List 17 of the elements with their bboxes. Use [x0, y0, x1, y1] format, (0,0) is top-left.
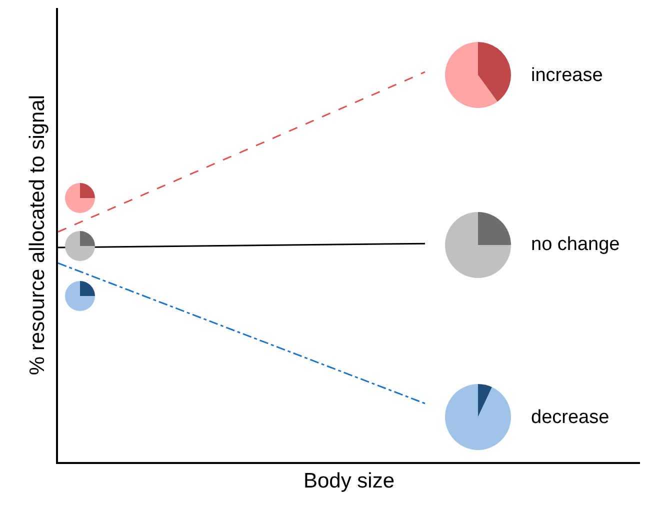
text: decrease — [531, 407, 610, 428]
pie-slice — [478, 384, 492, 417]
text: increase — [531, 65, 603, 86]
pie-slice — [80, 183, 95, 198]
pie-slice — [65, 231, 95, 261]
x-axis-title: Body size — [303, 469, 395, 492]
pie-slice — [65, 183, 95, 213]
pie-slice — [445, 42, 498, 108]
pie-slice — [478, 212, 511, 245]
pie-slice — [445, 384, 511, 450]
pie-slice — [478, 42, 511, 102]
pie-slice — [65, 281, 95, 311]
pie-slice — [80, 231, 95, 246]
y-axis-title: % resource allocated to signal — [26, 94, 49, 376]
pie-slice — [445, 212, 511, 278]
pie-slice — [80, 281, 95, 296]
text: no change — [531, 234, 620, 255]
